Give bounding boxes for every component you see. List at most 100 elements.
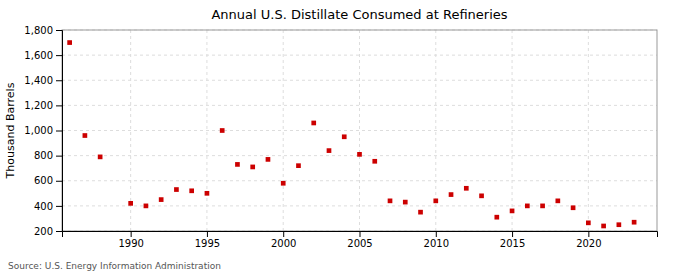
point <box>342 134 347 139</box>
point <box>617 222 622 227</box>
point <box>159 197 164 202</box>
grid-line-x <box>588 30 589 231</box>
point <box>403 200 408 205</box>
grid-line-x <box>130 30 131 231</box>
point <box>555 199 560 204</box>
y-axis-tick-label: 1,000 <box>24 125 53 136</box>
y-axis-tick-mark <box>56 30 62 31</box>
point <box>327 148 332 153</box>
y-axis-tick-label: 1,200 <box>24 100 53 111</box>
point <box>418 210 423 215</box>
x-axis-tick-label: 1990 <box>118 238 143 249</box>
x-axis-tick: 2010 <box>424 231 449 249</box>
point <box>67 40 72 45</box>
point <box>311 121 316 126</box>
y-axis-title: Thousand Barrels <box>4 82 17 179</box>
grid-line-y <box>62 105 657 106</box>
y-axis-tick-label: 1,400 <box>24 75 53 86</box>
point <box>128 201 133 206</box>
x-axis-tick-mark <box>131 231 132 237</box>
x-axis-tick: 2000 <box>271 231 296 249</box>
point <box>144 204 149 209</box>
y-axis-tick-label: 800 <box>34 150 53 161</box>
source-note: Source: U.S. Energy Information Administ… <box>8 261 221 271</box>
point <box>540 204 545 209</box>
y-axis: 200 400 600 800 1,000 1,200 1,400 1,600 1,800 <box>24 25 62 237</box>
point <box>220 128 225 133</box>
x-axis-tick-mark <box>207 231 208 237</box>
y-axis-tick: 800 <box>34 150 62 161</box>
points <box>67 40 636 228</box>
point <box>433 199 438 204</box>
x-axis-line <box>63 232 658 238</box>
x-axis-tick-mark <box>436 231 437 237</box>
x-axis-tick-mark <box>512 231 513 237</box>
point <box>174 187 179 192</box>
point <box>525 204 530 209</box>
point <box>464 186 469 191</box>
y-axis-tick-mark <box>56 80 62 81</box>
chart: 1990 1995 2000 2005 2010 2015 2020 200 400 600 800… <box>0 0 675 275</box>
y-axis-tick-mark <box>56 131 62 132</box>
point <box>479 193 484 198</box>
y-axis-tick-mark <box>56 105 62 106</box>
y-axis-tick: 1,400 <box>24 75 62 86</box>
y-axis-tick: 600 <box>34 175 62 186</box>
point <box>571 205 576 210</box>
x-axis-tick: 1990 <box>118 231 143 249</box>
x-axis-tick-label: 2010 <box>424 238 449 249</box>
point <box>296 163 301 168</box>
y-axis-line <box>56 31 63 232</box>
x-axis-tick: 2015 <box>500 231 525 249</box>
x-axis-tick-label: 2000 <box>271 238 296 249</box>
x-axis-tick: 1995 <box>195 231 220 249</box>
plot-frame <box>62 30 657 231</box>
point <box>372 159 377 164</box>
y-axis-tick-mark <box>56 55 62 56</box>
point <box>586 220 591 225</box>
point <box>357 152 362 157</box>
point <box>205 191 210 196</box>
y-axis-tick: 200 <box>34 226 62 237</box>
point <box>449 192 454 197</box>
point <box>235 162 240 167</box>
grid <box>62 30 657 231</box>
x-axis: 1990 1995 2000 2005 2010 2015 2020 <box>63 231 658 249</box>
y-axis-tick: 400 <box>34 201 62 212</box>
grid-line-x <box>283 30 284 231</box>
x-axis-tick: 2020 <box>576 231 601 249</box>
point <box>250 165 255 170</box>
point <box>494 215 499 220</box>
x-axis-tick-mark <box>283 231 284 237</box>
point <box>266 157 271 162</box>
y-axis-tick-label: 400 <box>34 201 53 212</box>
y-axis-tick: 1,000 <box>24 125 62 136</box>
point <box>388 199 393 204</box>
grid-line-x <box>359 30 360 231</box>
x-axis-tick-label: 2015 <box>500 238 525 249</box>
title: Annual U.S. Distillate Consumed at Refin… <box>211 7 507 22</box>
grid-line-y <box>62 130 657 131</box>
y-axis-tick-mark <box>56 206 62 207</box>
point <box>189 188 194 193</box>
y-axis-tick-label: 1,600 <box>24 50 53 61</box>
point <box>281 181 286 186</box>
y-axis-tick-label: 200 <box>34 226 53 237</box>
y-axis-tick-mark <box>56 231 62 232</box>
y-axis-tick-label: 1,800 <box>24 25 53 36</box>
y-axis-tick: 1,600 <box>24 50 62 61</box>
point <box>98 155 103 160</box>
y-axis-tick: 1,200 <box>24 100 62 111</box>
grid-line-x <box>206 30 207 231</box>
x-axis-tick-label: 1995 <box>195 238 220 249</box>
grid-line-x <box>512 30 513 231</box>
x-axis-tick-label: 2020 <box>576 238 601 249</box>
x-axis-tick: 2005 <box>347 231 372 249</box>
y-axis-tick-mark <box>56 156 62 157</box>
x-axis-tick-mark <box>588 231 589 237</box>
x-axis-tick-label: 2005 <box>347 238 372 249</box>
plot: 1990 1995 2000 2005 2010 2015 2020 200 400 600 800… <box>24 25 657 249</box>
x-axis-tick-mark <box>360 231 361 237</box>
y-axis-tick: 1,800 <box>24 25 62 36</box>
point <box>83 133 88 138</box>
